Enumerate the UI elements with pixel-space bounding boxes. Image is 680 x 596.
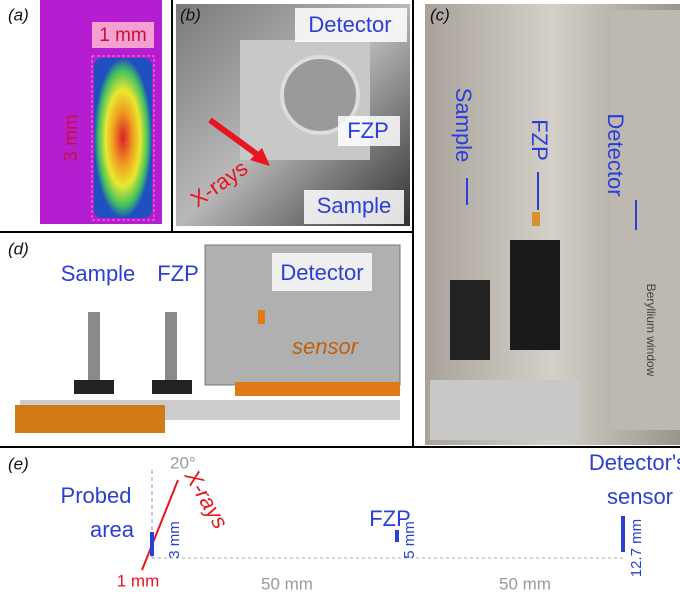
base-plate <box>15 405 165 433</box>
angle-label: 20° <box>170 453 196 472</box>
fzp-mark <box>395 530 399 542</box>
sensor-label: sensor <box>607 484 673 509</box>
panel-label: (d) <box>8 239 29 258</box>
panel-label: (a) <box>8 5 29 24</box>
panel-label: (c) <box>430 5 450 24</box>
panel-c: (c) Sample FZP Detector Beryllium window <box>425 4 680 445</box>
detector-label: Detector <box>603 113 628 196</box>
sample-mount <box>74 380 114 394</box>
sensor-size: 12.7 mm <box>628 519 645 577</box>
sample-stage <box>450 280 490 360</box>
window-label: Beryllium window <box>644 284 658 377</box>
detector-label: Detector <box>308 12 391 37</box>
fzp-size: 5 mm <box>401 521 418 559</box>
fzp-label: FZP <box>527 119 552 161</box>
spot-height: 3 mm <box>166 521 183 559</box>
width-label: 1 mm <box>99 25 147 46</box>
sensor <box>258 310 265 324</box>
panel-label: (e) <box>8 454 29 473</box>
area-label: area <box>90 517 135 542</box>
fzp-stage <box>510 240 560 350</box>
detector-base <box>235 382 400 396</box>
panel-b: (b) Detector FZP X-rays Sample <box>176 4 410 226</box>
probed-area <box>150 532 154 556</box>
detector-label: Detector <box>280 260 363 285</box>
panel-d: (d) Sample FZP Detector sensor <box>8 239 400 433</box>
sensor-label: sensor <box>292 334 360 359</box>
probed-label: Probed <box>61 483 132 508</box>
sample-label: Sample <box>61 261 136 286</box>
fzp-mount <box>152 380 192 394</box>
sample-post <box>88 312 100 382</box>
fzp-label: FZP <box>347 118 389 143</box>
rail <box>430 380 580 440</box>
fzp-post <box>165 312 177 382</box>
sensor-mark <box>621 516 625 552</box>
figure: (a) 1 mm 3 mm (b) Detector FZP X-rays Sa… <box>0 0 680 596</box>
panel-label: (b) <box>180 5 201 24</box>
spot-width: 1 mm <box>117 571 160 590</box>
fzp-chip <box>532 212 540 226</box>
detector-label: Detector's <box>589 450 680 475</box>
distance-label: 50 mm <box>499 574 551 593</box>
sample-label: Sample <box>451 88 476 163</box>
xrays-label: X-rays <box>179 465 233 533</box>
distance-label: 50 mm <box>261 574 313 593</box>
beam-profile <box>94 58 152 218</box>
height-label: 3 mm <box>61 114 82 162</box>
sample-label: Sample <box>317 193 392 218</box>
panel-e: (e) 20° Probed area X-rays 3 mm 1 mm FZP… <box>8 450 680 594</box>
fzp-label: FZP <box>157 261 199 286</box>
panel-a: (a) 1 mm 3 mm <box>8 0 162 224</box>
